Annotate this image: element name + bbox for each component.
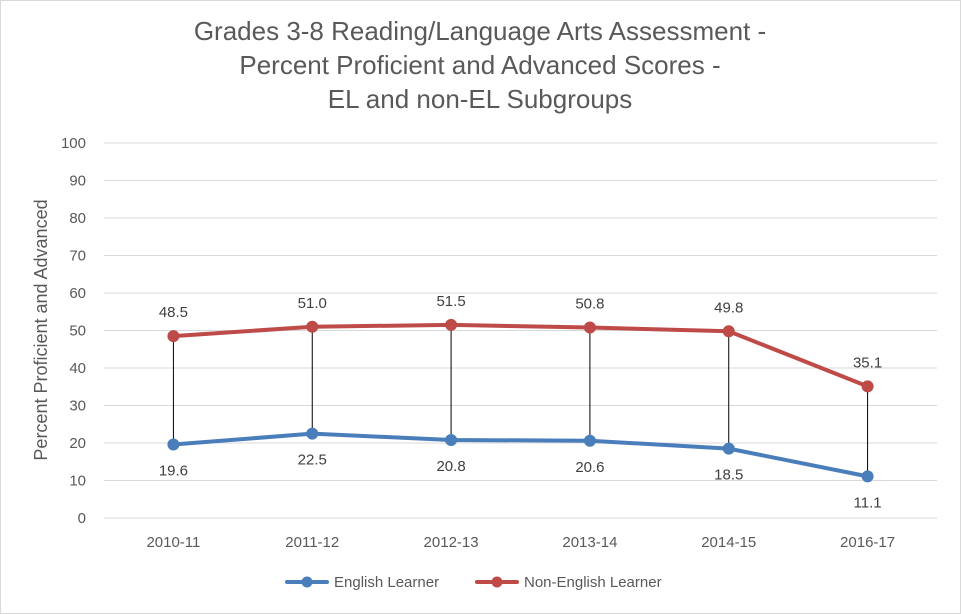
data-point: [306, 320, 319, 333]
legend-label: English Learner: [334, 574, 439, 591]
data-label: 22.5: [298, 452, 327, 469]
legend-label: Non-English Learner: [524, 574, 662, 591]
data-label: 48.5: [159, 304, 188, 321]
data-point: [861, 380, 874, 393]
y-tick-label: 20: [69, 435, 86, 452]
x-axis-ticks: 2010-11 2011-12 2012-13 2013-14 2014-15 2016-…: [146, 534, 895, 551]
data-point: [445, 318, 458, 331]
x-tick-label: 2010-11: [146, 534, 200, 551]
data-point: [167, 330, 180, 343]
data-label: 11.1: [854, 494, 882, 511]
chart-title: Grades 3-8 Reading/Language Arts Assessm…: [80, 14, 880, 116]
legend-swatch-marker: [301, 576, 313, 588]
data-label: 49.8: [714, 299, 743, 316]
legend: English Learner Non-English Learner: [285, 574, 662, 591]
data-point: [583, 321, 596, 334]
data-label: 51.5: [436, 293, 465, 310]
x-tick-label: 2016-17: [840, 534, 895, 551]
data-point: [722, 442, 735, 455]
y-tick-label: 10: [69, 473, 86, 490]
chart-title-line-1: Grades 3-8 Reading/Language Arts Assessm…: [193, 16, 767, 46]
y-tick-label: 90: [69, 173, 86, 190]
data-label: 20.8: [436, 458, 465, 475]
y-tick-label: 70: [69, 248, 86, 265]
series-line-0: [171, 431, 870, 479]
series-group: [167, 318, 874, 483]
data-point: [583, 434, 596, 447]
y-tick-label: 100: [61, 135, 86, 152]
series-line-1: [171, 322, 870, 389]
legend-swatch-marker: [491, 576, 503, 588]
y-tick-label: 40: [69, 360, 86, 377]
data-labels: 19.6 22.5 20.8 20.6 18.5 11.1 48.5 51.0 51.5 50.8…: [159, 293, 882, 512]
y-tick-label: 60: [69, 285, 86, 302]
data-point: [722, 325, 735, 338]
y-axis-ticks: 0 10 20 30 40 50 60 70 80 90 100: [61, 135, 86, 527]
chart-title-line-3: EL and non-EL Subgroups: [327, 84, 633, 114]
data-point: [306, 427, 319, 440]
y-tick-label: 0: [78, 510, 86, 527]
data-point: [861, 470, 874, 483]
y-tick-label: 80: [69, 210, 86, 227]
x-tick-label: 2011-12: [285, 534, 339, 551]
data-label: 51.0: [298, 295, 327, 312]
x-tick-label: 2013-14: [562, 534, 617, 551]
data-label: 19.6: [159, 463, 188, 480]
data-point: [167, 438, 180, 451]
data-point: [445, 434, 458, 446]
data-label: 20.6: [575, 459, 604, 476]
y-tick-label: 50: [69, 323, 86, 340]
data-label: 35.1: [853, 354, 882, 371]
high-low-lines: [172, 324, 869, 477]
y-tick-label: 30: [69, 398, 86, 415]
y-axis-title: Percent Proficient and Advanced: [31, 199, 51, 460]
data-label: 50.8: [575, 296, 604, 313]
x-tick-label: 2014-15: [701, 534, 756, 551]
x-tick-label: 2012-13: [424, 534, 479, 551]
data-label: 18.5: [714, 467, 743, 484]
chart-title-line-2: Percent Proficient and Advanced Scores -: [239, 50, 721, 80]
